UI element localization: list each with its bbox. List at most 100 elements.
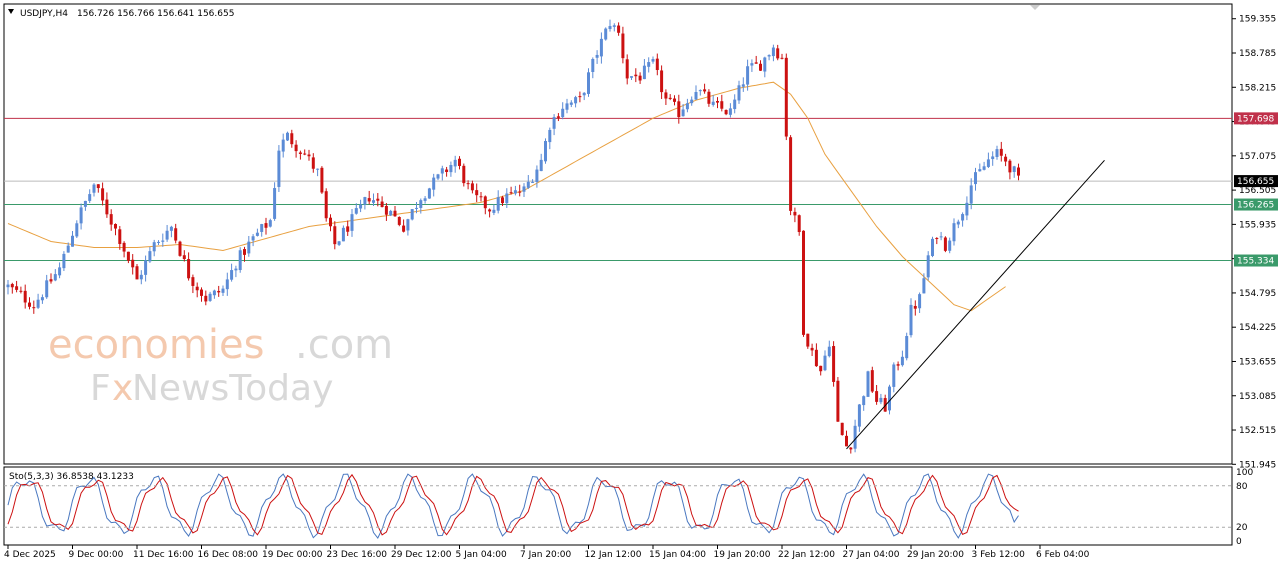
stochastic-frame[interactable]: [3, 466, 1233, 546]
candle-bear: [780, 57, 784, 59]
candle-bull: [862, 396, 866, 406]
candles: [6, 19, 1020, 454]
candle-bull: [363, 197, 367, 205]
candle-bull: [75, 223, 79, 237]
candle-bull: [548, 129, 552, 143]
candle-bull: [281, 139, 285, 152]
candle-bull: [286, 132, 289, 141]
candle-bear: [840, 422, 844, 435]
candle-bull: [71, 235, 74, 247]
candle-bull: [698, 90, 702, 92]
candle-bear: [135, 266, 139, 280]
time-tick-label: 4 Dec 2025: [4, 550, 56, 560]
candle-bull: [991, 156, 995, 160]
candle-bear: [673, 98, 676, 102]
price-tick-label: 151.945: [1239, 460, 1276, 470]
candle-bear: [397, 216, 401, 225]
candle-bear: [836, 380, 840, 422]
candle-bear: [668, 97, 672, 99]
candle-bull: [238, 250, 242, 271]
candle-bear: [462, 165, 466, 184]
watermark-newstoday: NewsToday: [132, 368, 333, 409]
candle-bull: [36, 299, 40, 308]
candle-bear: [475, 190, 479, 196]
candle-bear: [883, 398, 887, 412]
candle-bull: [857, 404, 861, 427]
candle-bull: [888, 386, 891, 411]
price-tick-label: 152.515: [1239, 426, 1276, 436]
candle-bear: [28, 302, 31, 307]
candle-bear: [96, 184, 100, 189]
candle-bull: [690, 99, 694, 104]
time-tick-label: 7 Jan 20:00: [520, 550, 572, 560]
candle-bull: [260, 224, 264, 232]
candle-bear: [445, 169, 449, 172]
price-tick-label: 154.225: [1239, 323, 1276, 333]
time-tick-label: 16 Dec 08:00: [198, 550, 259, 560]
candle-bull: [591, 58, 595, 72]
stochastic-signal-line: [7, 473, 1019, 536]
time-tick-label: 22 Jan 12:00: [778, 550, 835, 560]
candle-bull: [152, 242, 156, 252]
candle-bear: [638, 75, 642, 81]
candle-bull: [144, 260, 148, 275]
candle-bear: [1008, 160, 1012, 173]
candle-bull: [531, 181, 535, 183]
candle-bull: [83, 200, 87, 207]
candle-bull: [711, 101, 715, 105]
candle-bull: [372, 200, 375, 203]
main-chart-frame[interactable]: [3, 3, 1233, 465]
candle-bull: [918, 294, 922, 309]
candle-bull: [273, 188, 277, 219]
candle-bear: [703, 89, 707, 92]
candle-bull: [608, 26, 612, 30]
candle-bear: [367, 198, 371, 202]
scroll-marker-icon[interactable]: [1030, 5, 1040, 10]
candle-bull: [496, 197, 500, 211]
candle-bull: [926, 255, 930, 278]
candle-bull: [931, 238, 934, 256]
candle-bear: [204, 295, 208, 302]
candle-bear: [126, 251, 130, 261]
candle-bear: [217, 290, 221, 293]
candle-bull: [58, 267, 62, 276]
candle-bear: [384, 205, 388, 215]
time-axis[interactable]: 4 Dec 2025 9 Dec 00:00 11 Dec 16:00 16 Dec …: [4, 545, 1090, 560]
chart-header: USDJPY,H4 156.726 156.766 156.641 156.65…: [8, 9, 234, 19]
candle-bull: [978, 169, 982, 172]
candle-bear: [655, 58, 659, 71]
candle-bear: [466, 183, 470, 185]
candle-bear: [1017, 167, 1020, 176]
candle-bull: [746, 66, 750, 85]
candle-bull: [574, 97, 578, 104]
stochastic-lines: [7, 473, 1019, 539]
candle-bear: [264, 223, 268, 228]
candle-bull: [763, 57, 767, 72]
stochastic-tick-label: 20: [1236, 523, 1248, 533]
price-axis[interactable]: 159.355158.785158.215157.645157.075156.5…: [1232, 15, 1276, 471]
time-tick-label: 29 Dec 12:00: [391, 550, 452, 560]
candle-bull: [922, 278, 926, 294]
candle-bear: [943, 237, 947, 251]
candle-bear: [634, 74, 638, 77]
candle-bear: [311, 157, 315, 169]
chevron-down-icon[interactable]: [8, 9, 14, 14]
candle-bear: [849, 447, 853, 450]
candle-bull: [961, 214, 965, 221]
time-tick-label: 27 Jan 04:00: [843, 550, 900, 560]
candle-bear: [896, 364, 900, 366]
candle-bear: [509, 192, 513, 194]
candle-bull: [389, 210, 393, 216]
candle-bull: [1012, 166, 1016, 172]
price-tick-label: 159.355: [1239, 15, 1276, 25]
candle-bear: [870, 370, 874, 392]
watermark-f: F: [90, 368, 111, 409]
trendline-layer: [846, 160, 1105, 450]
time-tick-label: 15 Jan 04:00: [649, 550, 706, 560]
candle-bear: [776, 48, 780, 59]
time-tick-label: 23 Dec 16:00: [327, 550, 388, 560]
candle-bull: [234, 268, 238, 271]
candle-bear: [191, 277, 195, 286]
candle-bull: [513, 190, 517, 194]
